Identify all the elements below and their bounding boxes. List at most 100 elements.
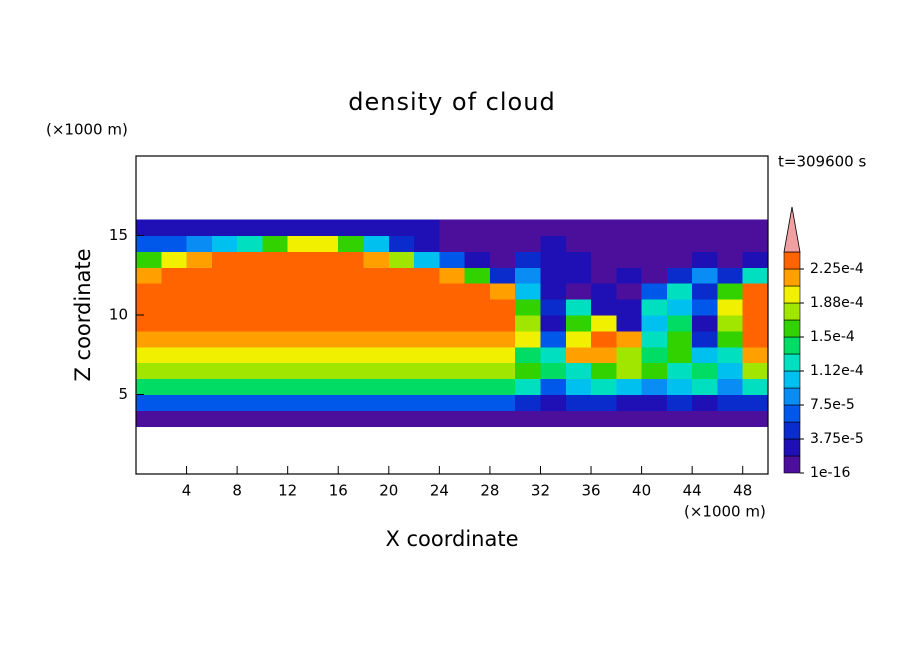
- field-cell: [616, 219, 643, 236]
- field-cell: [717, 251, 744, 268]
- field-cell: [565, 330, 592, 348]
- colorbar-band: [783, 285, 801, 304]
- field-cell: [312, 362, 339, 380]
- field-cell: [692, 299, 718, 316]
- field-cell: [565, 267, 592, 284]
- field-cell: [666, 267, 693, 284]
- field-cell: [237, 346, 263, 364]
- field-cell: [237, 315, 263, 332]
- field-cell: [591, 299, 617, 316]
- field-cell: [464, 330, 491, 348]
- field-cell: [742, 410, 769, 427]
- field-cell: [161, 315, 188, 332]
- field-cell: [363, 346, 390, 364]
- field-cell: [136, 315, 162, 332]
- field-cell: [540, 330, 567, 348]
- field-cell: [742, 251, 769, 268]
- y-tick-label: 5: [118, 385, 128, 403]
- field-cell: [489, 315, 516, 332]
- field-cell: [211, 299, 238, 316]
- field-cell: [388, 315, 415, 332]
- x-tick-label: 8: [232, 482, 242, 500]
- field-cell: [641, 283, 668, 300]
- field-cell: [414, 378, 440, 395]
- field-cell: [161, 378, 188, 395]
- field-cell: [338, 315, 365, 332]
- field-cell: [136, 251, 162, 268]
- field-cell: [515, 315, 541, 332]
- field-cell: [237, 283, 263, 300]
- field-cell: [439, 378, 466, 395]
- field-cell: [136, 283, 162, 300]
- field-cell: [565, 378, 592, 395]
- field-cell: [692, 235, 718, 252]
- field-cell: [211, 219, 238, 236]
- field-cell: [186, 267, 213, 284]
- field-cell: [186, 394, 213, 411]
- field-cell: [363, 235, 390, 252]
- colorbar-tick-label: 1.88e-4: [810, 295, 864, 311]
- field-cell: [186, 330, 213, 348]
- field-cell: [515, 251, 541, 268]
- field-cell: [161, 330, 188, 348]
- field-cell: [161, 410, 188, 427]
- field-cell: [692, 346, 718, 364]
- field-cell: [515, 267, 541, 284]
- field-cell: [262, 299, 289, 316]
- field-cell: [363, 362, 390, 380]
- field-cell: [439, 394, 466, 411]
- x-tick-label: 44: [683, 482, 702, 500]
- field-cell: [464, 235, 491, 252]
- field-cell: [136, 362, 162, 380]
- field-cell: [414, 410, 440, 427]
- field-cell: [464, 267, 491, 284]
- field-cell: [540, 283, 567, 300]
- field-cell: [464, 410, 491, 427]
- field-cell: [414, 283, 440, 300]
- y-tick-label: 10: [109, 306, 128, 324]
- field-cell: [540, 362, 567, 380]
- field-cell: [237, 394, 263, 411]
- field-cell: [565, 346, 592, 364]
- contour-field: [136, 219, 769, 427]
- field-cell: [616, 330, 643, 348]
- field-cell: [464, 378, 491, 395]
- field-cell: [692, 251, 718, 268]
- field-cell: [338, 219, 365, 236]
- field-cell: [338, 410, 365, 427]
- field-cell: [312, 315, 339, 332]
- field-cell: [388, 346, 415, 364]
- field-cell: [262, 330, 289, 348]
- field-cell: [692, 362, 718, 380]
- field-cell: [489, 378, 516, 395]
- field-cell: [641, 219, 668, 236]
- field-cell: [287, 251, 314, 268]
- field-cell: [565, 410, 592, 427]
- field-cell: [287, 299, 314, 316]
- field-cell: [540, 315, 567, 332]
- field-cell: [464, 394, 491, 411]
- field-cell: [565, 362, 592, 380]
- field-cell: [692, 410, 718, 427]
- field-cell: [186, 299, 213, 316]
- field-cell: [211, 362, 238, 380]
- field-cell: [742, 283, 769, 300]
- field-cell: [186, 251, 213, 268]
- field-cell: [161, 235, 188, 252]
- field-cell: [666, 219, 693, 236]
- colorbar-tick-label: 1e-16: [810, 465, 850, 481]
- field-cell: [312, 378, 339, 395]
- field-cell: [742, 362, 769, 380]
- field-cell: [211, 235, 238, 252]
- time-label: t=309600 s: [778, 153, 866, 171]
- field-cell: [211, 378, 238, 395]
- field-cell: [262, 378, 289, 395]
- field-cell: [515, 362, 541, 380]
- field-cell: [591, 219, 617, 236]
- field-cell: [489, 299, 516, 316]
- field-cell: [211, 346, 238, 364]
- field-cell: [414, 362, 440, 380]
- field-cell: [666, 283, 693, 300]
- field-cell: [464, 219, 491, 236]
